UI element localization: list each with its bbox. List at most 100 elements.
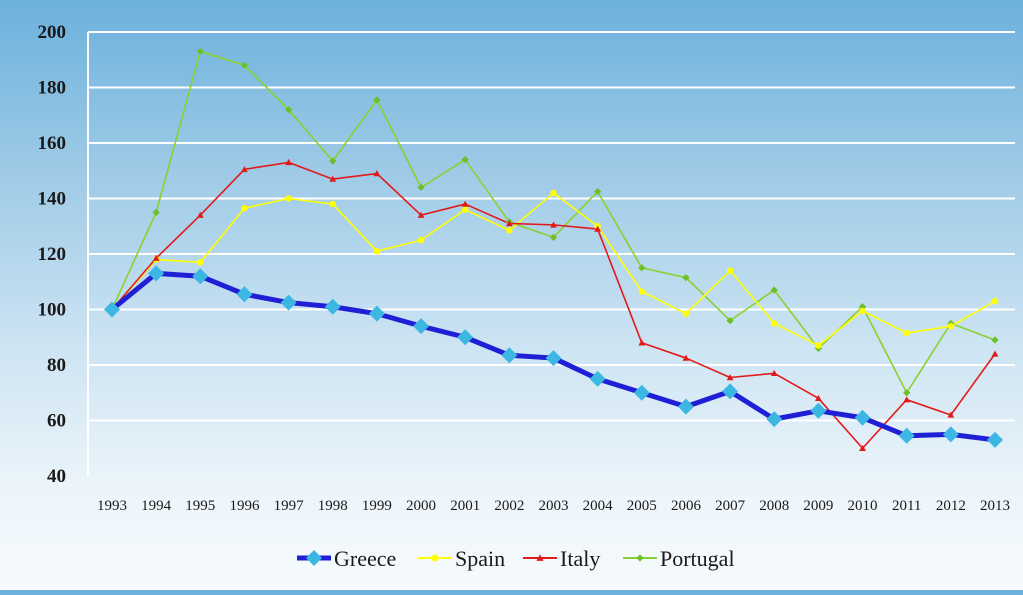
y-tick-label: 140 [38,189,67,210]
legend-label-portugal: Portugal [660,546,735,571]
legend-item-greece: Greece [297,546,396,571]
y-tick-label: 40 [47,466,66,487]
data-point-greece [633,384,650,401]
data-point-greece [280,294,297,311]
x-tick-label: 2005 [627,498,657,514]
data-point-greece [722,383,739,400]
y-tick-label: 60 [47,411,66,432]
y-tick-label: 200 [38,22,67,43]
data-point-spain [726,267,734,274]
data-point-portugal [594,187,602,196]
x-tick-label: 1998 [318,498,348,514]
data-point-portugal [726,317,734,325]
data-point-portugal [549,233,558,241]
y-tick-label: 180 [38,78,67,99]
data-point-portugal [461,156,469,164]
data-point-italy [505,220,513,227]
data-point-portugal [373,96,381,104]
data-point-greece [942,426,959,443]
data-point-spain [903,329,910,337]
data-point-portugal [152,208,160,216]
data-point-spain [462,206,469,213]
data-point-italy [373,170,381,177]
y-tick-label: 100 [38,300,67,321]
data-point-greece [854,409,871,426]
data-point-portugal [417,183,425,191]
data-point-portugal [682,273,690,282]
data-point-portugal [240,61,249,69]
x-tick-label: 2008 [759,498,789,514]
data-point-spain [947,322,955,330]
x-tick-label: 1993 [97,498,127,514]
x-tick-labels: 1993 1994 1995 1996 1997 1998 1999 2000 2001 2002… [97,498,1010,514]
data-point-portugal [638,264,646,272]
data-point-italy [152,254,160,261]
x-tick-label: 2000 [406,498,436,514]
data-point-italy [991,350,999,357]
data-point-italy [903,396,911,403]
data-point-italy [594,225,602,232]
data-point-portugal [903,389,911,397]
legend-marker-portugal [636,554,644,562]
data-point-greece [368,305,385,322]
data-point-italy [461,200,469,207]
series-layer [110,50,996,450]
legend: Greece Spain Italy Portugal [297,546,735,571]
x-tick-label: 1994 [141,498,172,514]
y-tick-label: 80 [47,355,66,376]
legend-marker-greece [306,550,322,566]
data-point-italy [329,175,337,182]
x-tick-label: 1995 [185,498,215,514]
data-point-spain [285,195,292,202]
data-point-italy [947,411,955,418]
data-point-spain [417,236,425,244]
x-tick-label: 2013 [980,498,1010,514]
x-tick-label: 2007 [715,498,746,514]
x-tick-label: 2012 [936,498,966,514]
x-tick-label: 1997 [274,498,305,514]
legend-label-greece: Greece [334,546,396,571]
data-point-greece [501,347,518,364]
legend-item-italy: Italy [523,546,600,571]
data-point-italy [417,211,425,218]
legend-marker-spain [431,554,439,562]
data-point-italy [550,221,557,228]
data-point-spain [506,227,513,234]
data-point-greece [148,265,165,282]
markers-layer [104,47,1003,451]
x-tick-label: 2002 [494,498,524,514]
data-point-portugal [991,336,999,344]
x-tick-label: 2010 [848,498,878,514]
data-point-italy [815,394,822,402]
data-point-spain [815,342,822,349]
grid-lines [88,31,1015,422]
x-tick-label: 1999 [362,498,392,514]
x-tick-label: 2006 [671,498,702,514]
data-point-greece [236,286,253,303]
legend-label-italy: Italy [560,546,600,571]
legend-item-portugal: Portugal [623,546,735,571]
x-tick-label: 2009 [803,498,833,514]
x-tick-label: 2001 [450,498,480,514]
data-point-spain [682,310,690,317]
axes [87,32,1015,477]
data-point-greece [104,301,120,318]
data-point-greece [545,350,562,367]
data-point-greece [457,329,474,346]
data-point-greece [987,431,1003,448]
data-point-spain [991,297,999,305]
data-point-spain [771,320,778,327]
legend-label-spain: Spain [455,546,505,571]
data-point-greece [810,402,827,419]
data-point-portugal [329,157,337,165]
data-point-portugal [285,106,293,114]
data-point-spain [197,259,204,266]
data-point-portugal [858,303,867,311]
data-point-greece [413,318,430,335]
data-point-spain [329,200,336,208]
x-tick-label: 2011 [892,498,921,514]
data-point-italy [770,369,778,377]
data-point-spain [373,248,381,255]
